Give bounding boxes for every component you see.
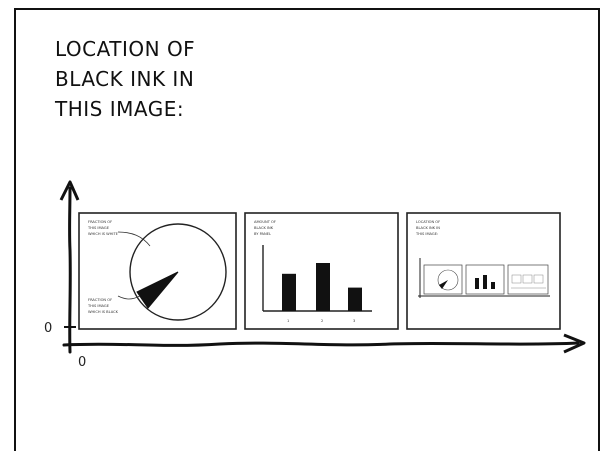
panel-3-caption-line-1: LOCATION OF bbox=[416, 220, 440, 224]
pie-white-leader-line bbox=[117, 231, 151, 247]
panel-2-caption-line-2: BLACK INK bbox=[254, 226, 274, 230]
panel-2-tick-2: 2 bbox=[321, 319, 323, 323]
comic-caption: LOCATION OF BLACK INK IN THIS IMAGE: bbox=[55, 37, 196, 121]
pie-black-leader-line bbox=[117, 295, 141, 300]
panel-2-bars bbox=[282, 263, 362, 311]
panel-3-caption-line-2: BLACK INK IN bbox=[416, 226, 440, 230]
panel-3: LOCATION OF BLACK INK IN THIS IMAGE: bbox=[406, 212, 561, 330]
mini-bar-2 bbox=[483, 275, 487, 289]
panel-2-caption-line-1: AMOUNT OF bbox=[254, 220, 276, 224]
panel-1-slice-caption-line-2: THIS IMAGE bbox=[87, 304, 110, 308]
mini-pie-slice bbox=[439, 280, 448, 289]
panel-1-caption-line-3: WHICH IS WHITE bbox=[88, 232, 119, 236]
panel-1: FRACTION OF THIS IMAGE WHICH IS WHITE FR… bbox=[78, 212, 237, 330]
panel-1-caption-line-1: FRACTION OF bbox=[88, 220, 112, 224]
panel-1-slice-caption-line-1: FRACTION OF bbox=[88, 298, 112, 302]
panel-3-caption-line-3: THIS IMAGE: bbox=[415, 232, 438, 236]
panel-1-caption-line-2: THIS IMAGE bbox=[87, 226, 110, 230]
panel-2-bar-3 bbox=[348, 287, 362, 311]
mini-bar-1 bbox=[475, 278, 479, 289]
panel-2-tick-1: 1 bbox=[287, 319, 289, 323]
mini-mini-panel bbox=[533, 274, 544, 284]
mini-bar-3 bbox=[491, 282, 495, 289]
x-zero-label: 0 bbox=[78, 355, 86, 370]
panel-2: AMOUNT OF BLACK INK BY PANEL 1 2 3 bbox=[244, 212, 399, 330]
mini-mini-panel bbox=[511, 274, 522, 284]
panel-2-caption-line-3: BY PANEL bbox=[254, 232, 271, 236]
panel-2-tick-3: 3 bbox=[353, 319, 355, 323]
mini-panel-3 bbox=[507, 264, 549, 295]
x-axis-arrowhead bbox=[563, 333, 586, 354]
mini-mini-panel bbox=[522, 274, 533, 284]
x-axis-line bbox=[62, 341, 580, 347]
pie-chart-black-slice bbox=[136, 271, 179, 309]
panel-1-slice-caption-line-3: WHICH IS BLACK bbox=[88, 310, 119, 314]
panel-2-bar-1 bbox=[282, 273, 296, 311]
y-axis-arrowhead bbox=[59, 180, 80, 201]
y-zero-label: 0 bbox=[44, 321, 52, 336]
panel-2-bar-2 bbox=[316, 263, 330, 311]
